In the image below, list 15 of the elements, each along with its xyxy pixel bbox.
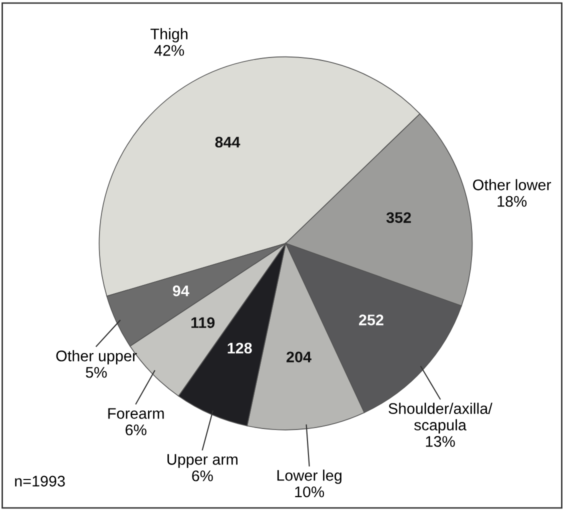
slice-label: Forearm 6%	[108, 408, 164, 436]
slice-label: Thigh 42%	[150, 28, 188, 56]
slice-label: Shoulder/axilla/ scapula 13%	[388, 402, 492, 447]
data-label: 844	[215, 136, 240, 148]
data-label: 252	[359, 314, 384, 326]
slice-label: Upper arm 6%	[167, 454, 238, 482]
data-label: 128	[228, 342, 252, 354]
text: n=1993	[15, 476, 65, 487]
data-label: 352	[386, 212, 411, 224]
slice-label: Other lower 18%	[473, 179, 552, 207]
data-label: 94	[172, 285, 190, 296]
data-label: 204	[286, 352, 312, 362]
slice-label: Other upper 5%	[56, 350, 137, 378]
data-label: 119	[191, 317, 215, 328]
slice-label: Lower leg 10%	[277, 470, 342, 498]
